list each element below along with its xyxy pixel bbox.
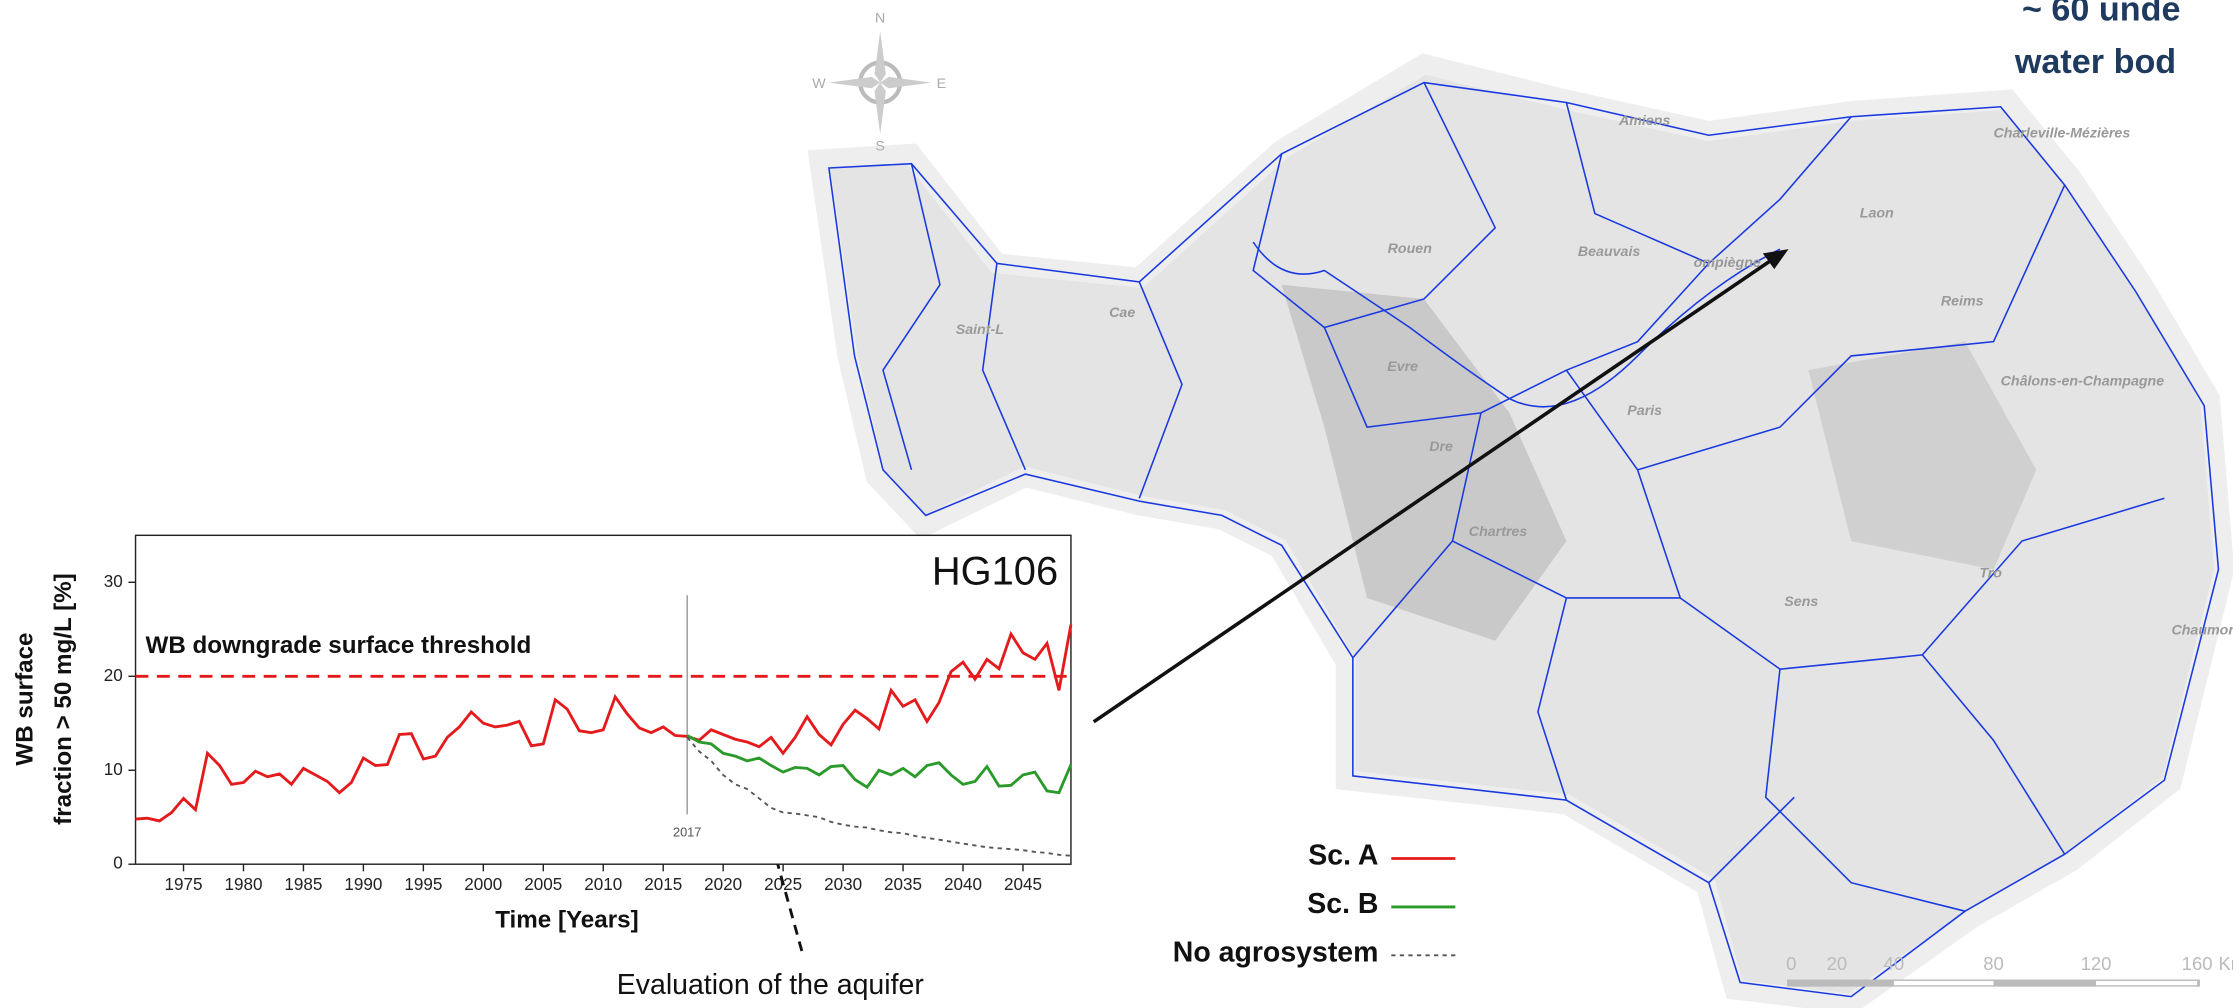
legend-label: No agrosystem	[1173, 936, 1379, 968]
map-label: Evre	[1387, 359, 1418, 375]
x-tick-label: 2020	[704, 875, 742, 894]
x-tick-label: 2005	[524, 875, 562, 894]
x-tick-label: 2010	[584, 875, 622, 894]
map-label: Saint-L	[956, 322, 1004, 338]
header-text: water bod	[2014, 43, 2176, 81]
x-tick-label: 1995	[404, 875, 442, 894]
scale-label: 0	[1786, 953, 1796, 974]
map-label: Sens	[1784, 594, 1818, 610]
map-label: Laon	[1860, 205, 1894, 221]
compass-label: S	[875, 138, 884, 154]
x-tick-label: 2000	[464, 875, 502, 894]
compass-label: W	[812, 76, 826, 92]
legend-label: Sc. A	[1308, 840, 1378, 872]
x-tick-label: 1985	[284, 875, 322, 894]
map-label: ompiègne	[1694, 255, 1761, 271]
x-tick-label: 2040	[944, 875, 982, 894]
y-axis-label: fraction > 50 mg/L [%]	[50, 573, 77, 825]
map-label: Amiens	[1618, 113, 1670, 129]
annotation: Evaluation of the aquifer	[617, 969, 924, 1001]
scale-label: Km	[2218, 953, 2233, 974]
threshold-label: WB downgrade surface threshold	[146, 632, 532, 659]
compass-label: E	[937, 76, 946, 92]
map-label: Châlons-en-Champagne	[2001, 373, 2165, 389]
map-label: Dre	[1429, 439, 1453, 455]
map-label: Tro	[1979, 566, 2002, 582]
header-text: ~ 60 unde	[2022, 0, 2181, 28]
x-tick-label: 2030	[824, 875, 862, 894]
map-label: Beauvais	[1578, 244, 1641, 260]
map-label: Reims	[1941, 294, 1984, 310]
compass-label: N	[875, 10, 885, 26]
scale-label: 160	[2182, 953, 2213, 974]
x-tick-label: 2045	[1004, 875, 1042, 894]
scale-label: 40	[1884, 953, 1905, 974]
x-tick-label: 2035	[884, 875, 922, 894]
y-axis-label: WB surface	[11, 633, 38, 766]
scale-bar	[1894, 981, 1994, 985]
x-axis-label: Time [Years]	[495, 907, 638, 934]
scale-label: 120	[2081, 953, 2112, 974]
y-tick-label: 20	[104, 666, 123, 685]
x-tick-label: 1980	[224, 875, 262, 894]
map-label: Rouen	[1388, 241, 1433, 257]
scale-label: 80	[1983, 953, 2004, 974]
compass-needle	[829, 31, 932, 134]
compass	[829, 31, 932, 134]
plot-area	[136, 535, 1071, 864]
x-tick-label: 1975	[165, 875, 203, 894]
x-tick-label: 2015	[644, 875, 682, 894]
scale-label: 20	[1827, 953, 1848, 974]
marker-label: 2017	[673, 824, 701, 839]
map-label: Cae	[1109, 305, 1135, 321]
chart-title: HG106	[932, 549, 1058, 593]
legend-label: Sc. B	[1307, 888, 1378, 920]
map-label: Charleville-Mézières	[1994, 126, 2131, 142]
slide: Time [Years] WB surface fraction > 50 mg…	[0, 0, 2233, 1008]
y-tick-label: 30	[104, 572, 123, 591]
x-tick-label: 1990	[344, 875, 382, 894]
y-tick-label: 0	[113, 854, 123, 873]
map-label: Paris	[1627, 403, 1662, 419]
page: Time [Years] WB surface fraction > 50 mg…	[0, 0, 2233, 1008]
x-tick-label: 2025	[764, 875, 802, 894]
y-tick-label: 10	[104, 760, 123, 779]
map-label: Chartres	[1469, 524, 1528, 540]
scale-bar	[2096, 981, 2197, 985]
map-label: Chaumon	[2171, 622, 2233, 638]
